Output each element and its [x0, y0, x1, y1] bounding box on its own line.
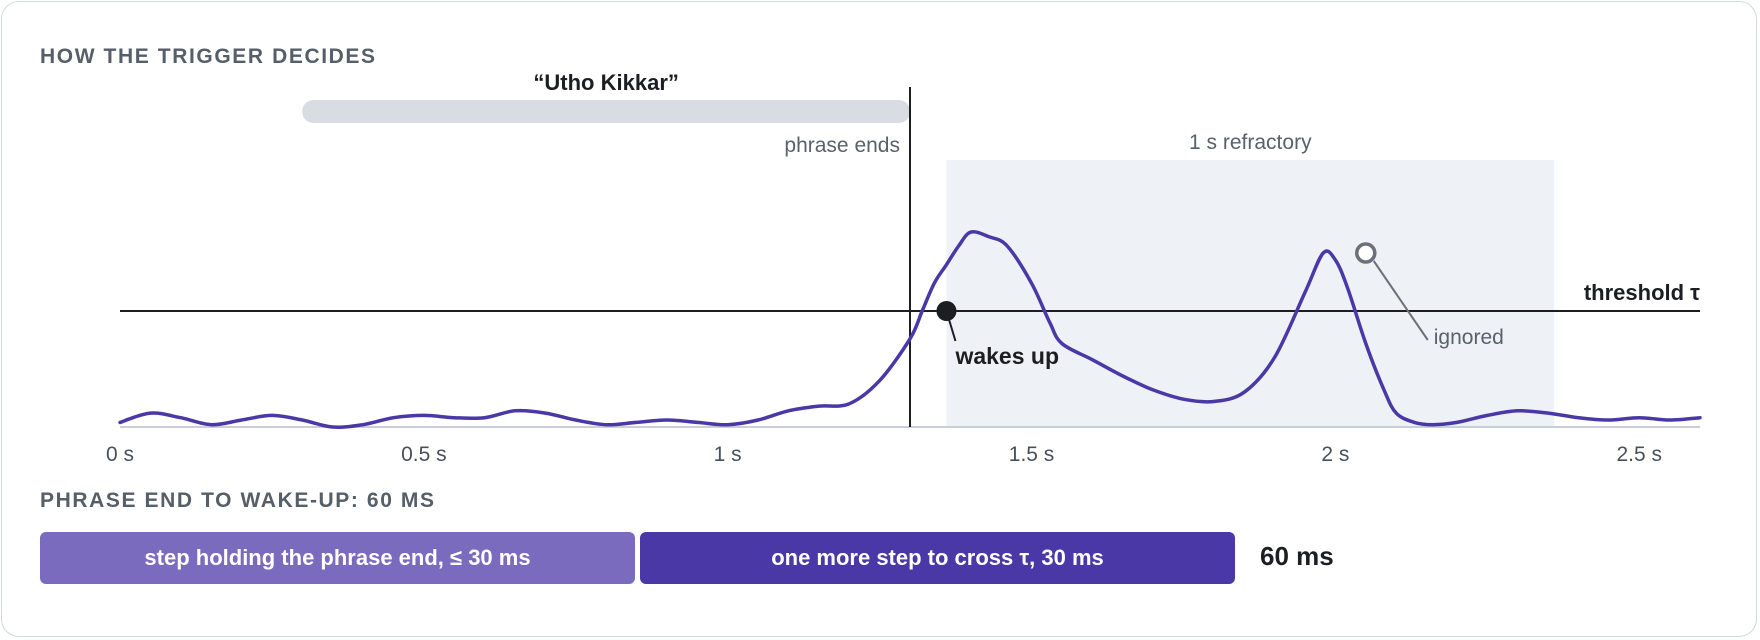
- threshold-label: threshold τ: [1584, 280, 1700, 305]
- ignored-label: ignored: [1434, 326, 1504, 349]
- x-tick-label: 2.5 s: [1616, 443, 1662, 466]
- x-tick-label: 2 s: [1321, 443, 1349, 466]
- ignored-marker: [1355, 242, 1377, 264]
- phrase-label: “Utho Kikkar”: [533, 70, 678, 95]
- phrase-bar: [302, 100, 910, 123]
- refractory-window: [946, 160, 1555, 427]
- breakdown-title: PHRASE END TO WAKE-UP: 60 MS: [40, 489, 436, 512]
- wakes-up-label: wakes up: [954, 343, 1059, 369]
- x-tick-label: 0 s: [106, 443, 134, 466]
- phrase-ends-label: phrase ends: [784, 134, 900, 157]
- breakdown-segment-hold: step holding the phrase end, ≤ 30 ms: [40, 532, 635, 584]
- trigger-timeline-chart: “Utho Kikkar” phrase ends 1 s refractory…: [106, 70, 1702, 466]
- diagram-title: HOW THE TRIGGER DECIDES: [40, 45, 377, 68]
- x-axis-ticks: 0 s 0.5 s 1 s 1.5 s 2 s 2.5 s: [106, 443, 1662, 466]
- x-tick-label: 1.5 s: [1009, 443, 1055, 466]
- signal-line: [118, 230, 1702, 429]
- x-tick-label: 1 s: [714, 443, 742, 466]
- ignored-leader-line: [1372, 260, 1429, 341]
- x-tick-label: 0.5 s: [401, 443, 447, 466]
- wake-up-marker: [936, 301, 957, 321]
- breakdown-total: 60 ms: [1260, 541, 1334, 571]
- refractory-label: 1 s refractory: [1189, 131, 1312, 154]
- breakdown-segment-cross: one more step to cross τ, 30 ms: [640, 532, 1235, 584]
